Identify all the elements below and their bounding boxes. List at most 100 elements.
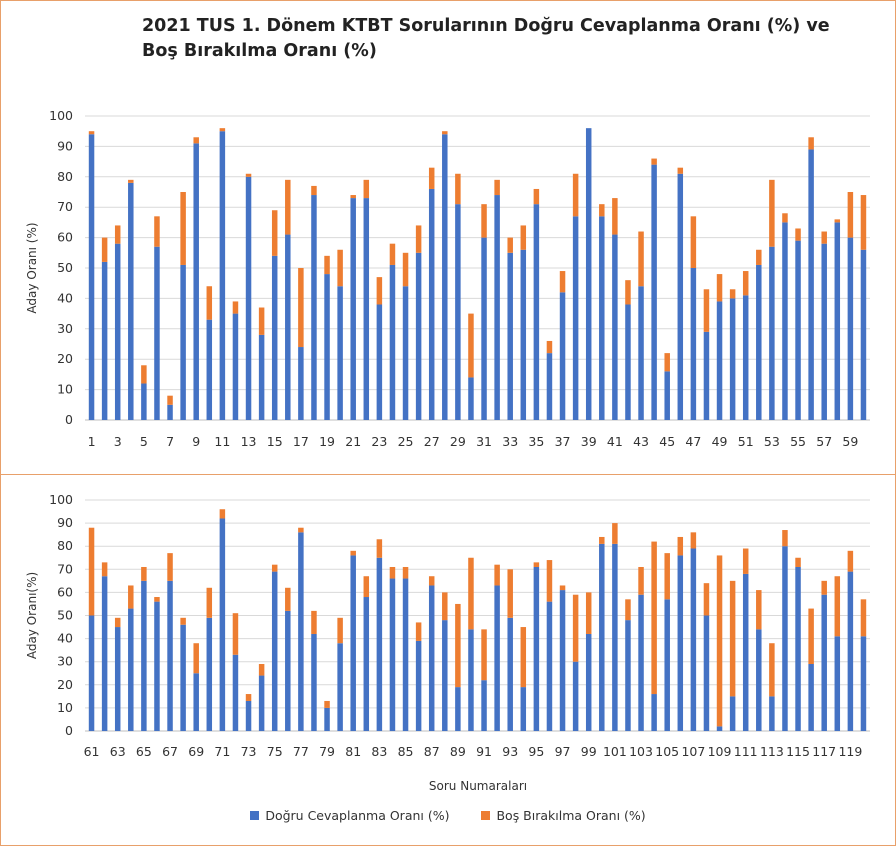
bar-empty (154, 597, 160, 602)
y-tick-label: 0 (65, 723, 73, 738)
bar-correct (507, 252, 513, 420)
bar-empty (651, 541, 657, 695)
y-tick-label: 100 (49, 492, 73, 507)
bar-correct (651, 164, 657, 420)
bar-empty (285, 179, 291, 235)
bar-correct (494, 585, 500, 731)
x-tick-label: 35 (528, 434, 544, 449)
bar-correct (716, 301, 723, 420)
bar-empty (729, 580, 736, 697)
y-tick-label: 10 (57, 382, 73, 397)
bar-empty (193, 643, 199, 674)
bar-correct (101, 576, 108, 731)
x-tick-label: 39 (581, 434, 597, 449)
bar-empty (520, 627, 527, 688)
x-tick-label: 71 (214, 744, 230, 759)
bar-correct (206, 617, 213, 731)
bar-empty (311, 610, 317, 634)
bar-correct (415, 252, 422, 420)
bar-correct (638, 286, 644, 420)
bar-correct (742, 295, 749, 420)
x-tick-label: 53 (764, 434, 780, 449)
x-tick-label: 67 (162, 744, 178, 759)
bar-correct (625, 304, 631, 420)
bar-correct (271, 571, 278, 731)
bar-empty (232, 301, 239, 314)
bar-empty (507, 237, 513, 253)
legend-swatch-correct (250, 811, 260, 820)
bar-empty (363, 179, 370, 199)
bar-correct (677, 555, 684, 731)
x-tick-label: 47 (685, 434, 701, 449)
bar-correct (808, 664, 814, 731)
bar-empty (298, 527, 304, 533)
bar-empty (114, 225, 121, 244)
bar-correct (363, 597, 370, 731)
bar-correct (572, 216, 579, 420)
x-tick-label: 85 (398, 744, 414, 759)
bar-empty (245, 694, 252, 701)
bar-correct (821, 243, 827, 420)
x-tick-label: 75 (267, 744, 283, 759)
bar-empty (651, 158, 657, 165)
bar-correct (481, 680, 487, 731)
bar-correct (599, 543, 605, 731)
bar-empty (258, 664, 265, 676)
bar-empty (546, 560, 553, 602)
bar-empty (625, 599, 631, 621)
bar-correct (638, 594, 644, 731)
legend-item-empty: Boş Bırakılma Oranı (%) (481, 808, 646, 823)
bar-correct (507, 617, 513, 731)
x-tick-label: 45 (659, 434, 675, 449)
x-tick-label: 79 (319, 744, 335, 759)
bar-correct (546, 601, 553, 731)
bar-correct (141, 383, 147, 420)
bar-empty (612, 523, 618, 544)
bar-correct (311, 195, 317, 420)
y-tick-label: 80 (57, 169, 73, 184)
bar-empty (782, 530, 788, 547)
bar-correct (690, 548, 697, 731)
bar-correct (285, 610, 291, 731)
x-tick-label: 111 (734, 744, 758, 759)
bar-correct (298, 532, 304, 731)
x-tick-label: 15 (267, 434, 283, 449)
bar-correct (481, 237, 487, 420)
bar-empty (219, 128, 226, 132)
bar-correct (442, 134, 448, 421)
bar-empty (415, 225, 422, 253)
bar-empty (206, 286, 213, 320)
x-tick-label: 119 (838, 744, 862, 759)
bar-empty (167, 395, 173, 405)
x-tick-label: 59 (842, 434, 858, 449)
bar-correct (324, 707, 330, 731)
bar-correct (285, 234, 291, 420)
x-tick-label: 25 (398, 434, 414, 449)
bar-empty (389, 566, 396, 579)
bar-correct (180, 264, 186, 420)
x-tick-label: 23 (371, 434, 387, 449)
bar-empty (795, 228, 801, 241)
y-tick-label: 90 (57, 515, 73, 530)
y-tick-label: 50 (57, 260, 73, 275)
y-tick-label: 30 (57, 321, 73, 336)
bar-correct (337, 643, 343, 731)
chart-title: 2021 TUS 1. Dönem KTBT Sorularının Doğru… (142, 16, 830, 61)
bar-empty (376, 277, 383, 305)
x-tick-label: 27 (424, 434, 440, 449)
bar-correct (468, 629, 474, 731)
bar-empty (468, 313, 474, 378)
bar-correct (625, 620, 631, 731)
bar-empty (860, 195, 867, 250)
x-tick-label: 49 (712, 434, 728, 449)
bar-correct (599, 216, 605, 420)
bar-correct (114, 627, 121, 731)
bar-empty (258, 307, 265, 335)
y-tick-label: 80 (57, 538, 73, 553)
bar-empty (245, 173, 252, 177)
x-tick-label: 5 (140, 434, 148, 449)
bar-empty (677, 167, 684, 174)
bar-correct (729, 298, 736, 420)
bar-empty (847, 550, 854, 572)
bar-empty (481, 629, 487, 681)
